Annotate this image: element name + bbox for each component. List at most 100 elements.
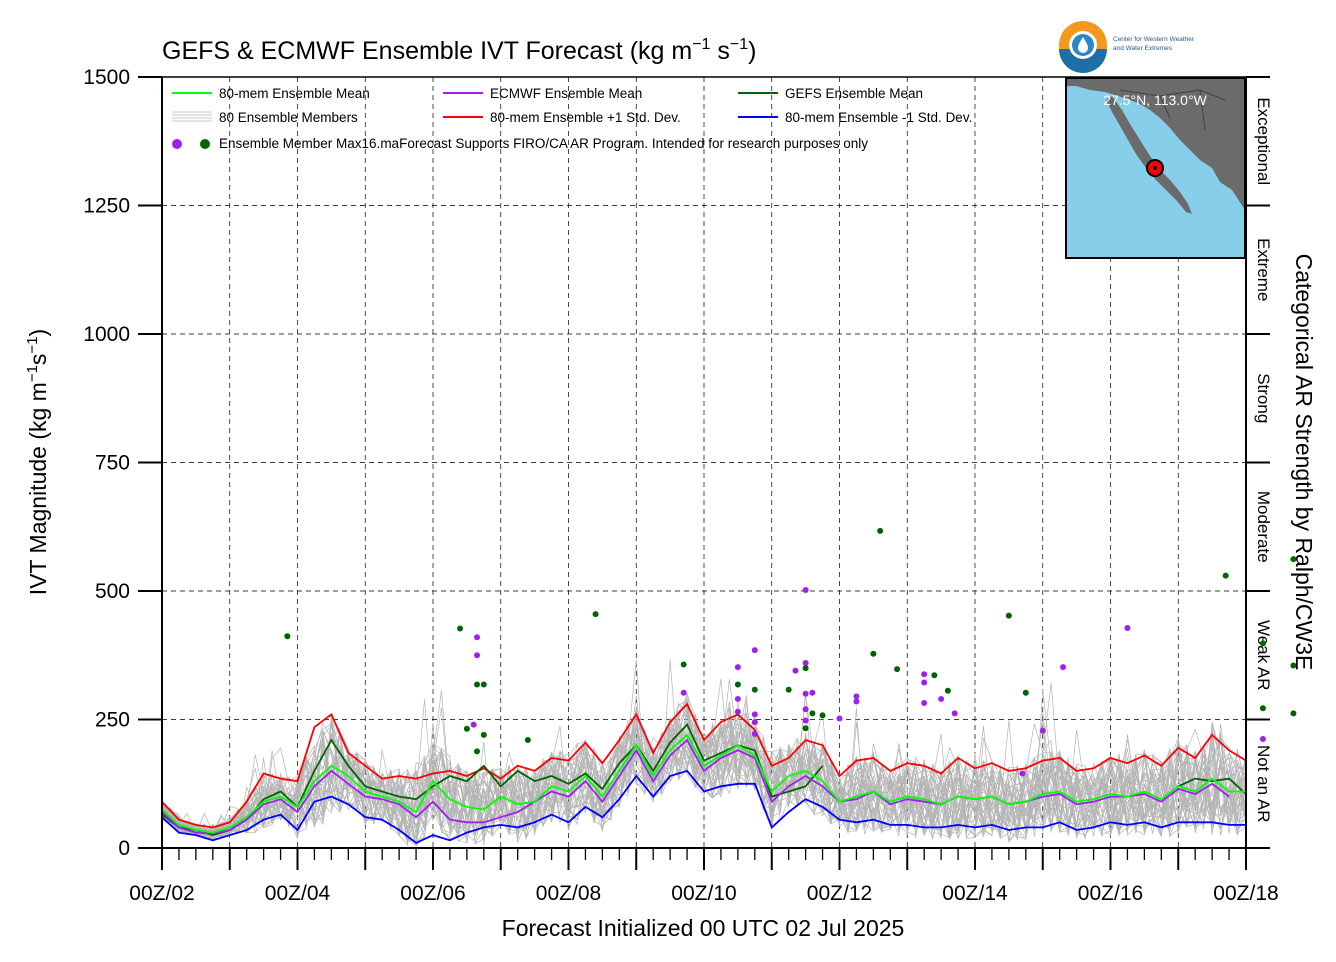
legend-members: 80 Ensemble Members	[219, 110, 358, 125]
ensemble-member-line	[161, 698, 1247, 841]
ensemble-member-line	[161, 707, 1247, 841]
x-tick-label: 00Z/12	[807, 882, 872, 905]
category-label: Strong	[1254, 373, 1273, 423]
ecmwf-max-dot	[1060, 664, 1067, 671]
ecmwf-max-dot	[470, 721, 477, 728]
x-tick-label: 00Z/16	[1078, 882, 1143, 905]
series-line-1	[161, 738, 1230, 835]
gefs-max-dot	[785, 686, 792, 693]
category-label: Weak AR	[1254, 620, 1273, 691]
legend-minus1: 80-mem Ensemble -1 Std. Dev.	[785, 110, 972, 125]
x-tick-label: 00Z/14	[942, 882, 1008, 905]
category-label: Exceptional	[1254, 97, 1273, 185]
series-line-2	[161, 723, 824, 837]
legend-dot-ecmwf	[172, 139, 182, 149]
x-tick-label: 00Z/04	[265, 882, 331, 905]
gefs-max-dot	[524, 737, 531, 744]
cw3e-logo: Center for Western Weather and Water Ext…	[1059, 21, 1195, 73]
gefs-max-dot	[802, 725, 809, 732]
gefs-max-dot	[474, 681, 481, 688]
ecmwf-max-dot	[734, 708, 741, 715]
series-line-4	[161, 769, 1246, 844]
y-tick-label: 0	[118, 837, 130, 860]
ecmwf-max-dot	[802, 717, 809, 724]
inset-land-peninsula	[1106, 96, 1192, 214]
gefs-max-dot	[751, 686, 758, 693]
y-tick-label: 750	[95, 452, 130, 475]
ecmwf-max-dot	[1019, 770, 1026, 777]
ensemble-member-line	[161, 720, 1247, 847]
legend-dot-gefs	[200, 139, 210, 149]
ecmwf-max-dot	[751, 647, 758, 654]
gefs-max-dot	[1290, 710, 1297, 717]
ecmwf-max-dot	[853, 698, 860, 705]
y-tick-label: 1000	[83, 323, 130, 346]
ecmwf-max-dot	[474, 634, 481, 641]
gefs-max-dot	[1290, 556, 1297, 563]
gefs-max-dot	[592, 611, 599, 618]
ecmwf-max-dot	[1259, 736, 1266, 743]
ecmwf-max-dot	[1039, 727, 1046, 734]
chart-title: GEFS & ECMWF Ensemble IVT Forecast (kg m…	[162, 36, 756, 65]
gefs-max-dot	[877, 527, 884, 534]
ecmwf-max-dot	[802, 706, 809, 713]
y-tick-label: 1250	[83, 195, 130, 218]
category-label: Not an AR	[1254, 745, 1273, 823]
ecmwf-max-dot	[921, 671, 928, 678]
ecmwf-max-dot	[680, 689, 687, 696]
ecmwf-max-dot	[853, 693, 860, 700]
grid-lines	[162, 77, 1246, 848]
category-label: Extreme	[1254, 238, 1273, 301]
gefs-max-dot	[474, 748, 481, 755]
gefs-max-dot	[944, 687, 951, 694]
ecmwf-max-dot	[921, 700, 928, 707]
ecmwf-max-dot	[1124, 625, 1131, 632]
gefs-max-dot	[870, 650, 877, 657]
x-tick-label: 00Z/06	[400, 882, 465, 905]
ecmwf-max-dot	[809, 689, 816, 696]
y-tick-label: 1500	[83, 66, 130, 89]
series-lines	[161, 702, 1247, 844]
ecmwf-max-dot	[802, 659, 809, 666]
ecmwf-max-dot	[802, 690, 809, 697]
gefs-max-dot	[463, 725, 470, 732]
x-tick-label: 00Z/10	[671, 882, 736, 905]
gefs-max-dot	[819, 712, 826, 719]
gefs-max-dot	[809, 710, 816, 717]
series-line-3	[161, 702, 1247, 829]
gefs-max-dot	[1005, 612, 1012, 619]
legend-max-note: Ensemble Member Max16.maForecast Support…	[219, 136, 868, 151]
category-dividers: Not an AR Weak AR Moderate Strong Extreme Exc…	[1246, 76, 1273, 849]
gefs-max-dot	[734, 681, 741, 688]
gefs-max-dot	[480, 731, 487, 738]
legend-swatch-members	[172, 111, 212, 122]
ecmwf-max-dot	[751, 730, 758, 737]
series-line-0	[161, 733, 1246, 834]
axes: 0 250 500 750 1000 1250 1500 00Z/02 00Z/04 00Z/06…	[83, 66, 1278, 905]
y-axis-label: IVT Magnitude (kg m−1s−1)	[24, 329, 51, 595]
ecmwf-max-dot	[734, 695, 741, 702]
x-tick-label: 00Z/18	[1213, 882, 1278, 905]
right-axis-label: Categorical AR Strength by Ralph/CW3E	[1291, 254, 1317, 671]
x-axis-label: Forecast Initialized 00 UTC 02 Jul 2025	[502, 915, 905, 941]
gefs-max-dot	[1222, 572, 1229, 579]
legend: 80-mem Ensemble Mean ECMWF Ensemble Mean…	[172, 86, 972, 151]
ensemble-member-line	[161, 679, 1247, 840]
logo-line2: and Water Extremes	[1113, 45, 1173, 52]
legend-ecmwf-mean: ECMWF Ensemble Mean	[490, 86, 642, 101]
gefs-max-dot	[931, 672, 938, 679]
gefs-max-dot	[680, 661, 687, 668]
inset-location-label: 27.5°N, 113.0°W	[1103, 92, 1207, 108]
ecmwf-max-dot	[802, 586, 809, 593]
legend-mean80: 80-mem Ensemble Mean	[219, 86, 370, 101]
ecmwf-max-dot	[938, 695, 945, 702]
y-tick-label: 500	[95, 580, 130, 603]
gefs-max-dot	[1259, 640, 1266, 647]
gefs-max-dot	[457, 625, 464, 632]
gefs-max-dot	[1290, 662, 1297, 669]
x-tick-label: 00Z/08	[536, 882, 601, 905]
x-tick-label: 00Z/02	[129, 882, 194, 905]
legend-gefs-mean: GEFS Ensemble Mean	[785, 86, 923, 101]
legend-plus1: 80-mem Ensemble +1 Std. Dev.	[490, 110, 681, 125]
